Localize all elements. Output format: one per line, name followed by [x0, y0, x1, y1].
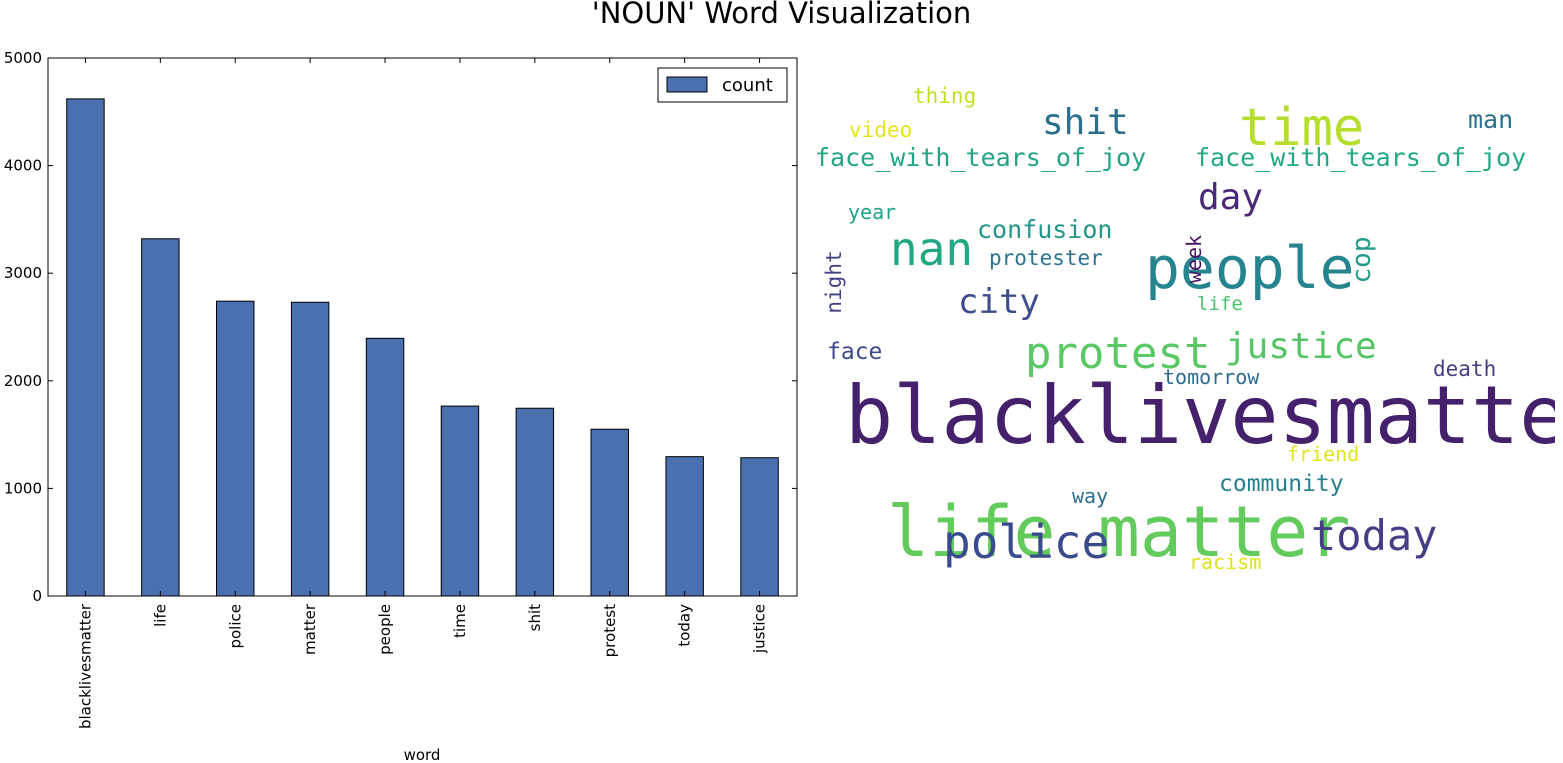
y-tick-label: 5000 — [4, 49, 42, 67]
bar-today — [666, 457, 703, 596]
cloud-word-shit: shit — [1042, 102, 1129, 143]
cloud-word-face-with-tears-of-joy: face_with_tears_of_joy — [1195, 143, 1526, 172]
bar-life — [142, 239, 179, 596]
cloud-word-protester: protester — [989, 246, 1103, 270]
x-tick-label: shit — [526, 604, 544, 631]
legend-label: count — [722, 75, 773, 96]
cloud-word-man: man — [1468, 105, 1513, 134]
x-tick-label: people — [376, 604, 394, 655]
x-tick-label: police — [226, 604, 244, 649]
bar-chart: 0 1000 2000 3000 4000 5000 blacklivesmatter li… — [0, 0, 810, 763]
cloud-word-tomorrow: tomorrow — [1163, 365, 1260, 389]
cloud-word-life: life — [1197, 293, 1243, 315]
cloud-word-night: night — [822, 250, 846, 313]
cloud-word-city: city — [958, 282, 1040, 322]
cloud-word-video: video — [849, 118, 912, 142]
cloud-word-confusion: confusion — [977, 215, 1112, 244]
y-tick-label: 3000 — [4, 264, 42, 282]
cloud-word-face-with-tears-of-joy: face_with_tears_of_joy — [815, 143, 1146, 172]
y-tick-label: 4000 — [4, 157, 42, 175]
cloud-word-face: face — [827, 339, 882, 365]
x-tick-label: time — [451, 604, 469, 638]
x-tick-label: blacklivesmatter — [76, 603, 94, 729]
bar-blacklivesmatter — [67, 99, 104, 596]
bars-group — [67, 99, 779, 596]
cloud-word-week: week — [1182, 235, 1206, 283]
x-tick-label: matter — [301, 603, 319, 655]
bar-time — [441, 406, 478, 596]
x-tick-label: justice — [751, 604, 769, 654]
cloud-word-police: police — [943, 515, 1109, 569]
x-tick-label: protest — [601, 604, 619, 657]
cloud-word-way: way — [1072, 484, 1108, 508]
cloud-word-day: day — [1198, 177, 1263, 218]
x-axis-label: word — [404, 746, 441, 763]
cloud-word-friend: friend — [1287, 442, 1359, 466]
bar-people — [366, 338, 403, 596]
y-tick-label: 0 — [32, 587, 42, 605]
cloud-word-cop: cop — [1347, 237, 1377, 284]
y-tick-label: 2000 — [4, 372, 42, 390]
y-tick-label: 1000 — [4, 479, 42, 497]
cloud-word-people: people — [1145, 234, 1355, 302]
legend: count — [658, 68, 787, 102]
x-axis-ticks: blacklivesmatter life police matter people ti… — [76, 58, 768, 729]
bar-police — [217, 301, 254, 596]
cloud-word-racism: racism — [1189, 550, 1261, 574]
bar-justice — [741, 458, 778, 596]
cloud-word-death: death — [1433, 357, 1496, 381]
cloud-word-community: community — [1219, 471, 1344, 497]
cloud-word-today: today — [1311, 511, 1437, 560]
cloud-word-year: year — [848, 200, 896, 224]
bar-matter — [291, 302, 328, 596]
x-tick-label: today — [676, 604, 694, 647]
x-tick-label: life — [151, 604, 169, 627]
cloud-word-thing: thing — [913, 84, 976, 108]
cloud-word-justice: justice — [1225, 326, 1377, 367]
legend-swatch — [667, 77, 707, 92]
bar-shit — [516, 408, 553, 596]
bar-protest — [591, 429, 628, 596]
cloud-word-nan: nan — [890, 222, 973, 276]
